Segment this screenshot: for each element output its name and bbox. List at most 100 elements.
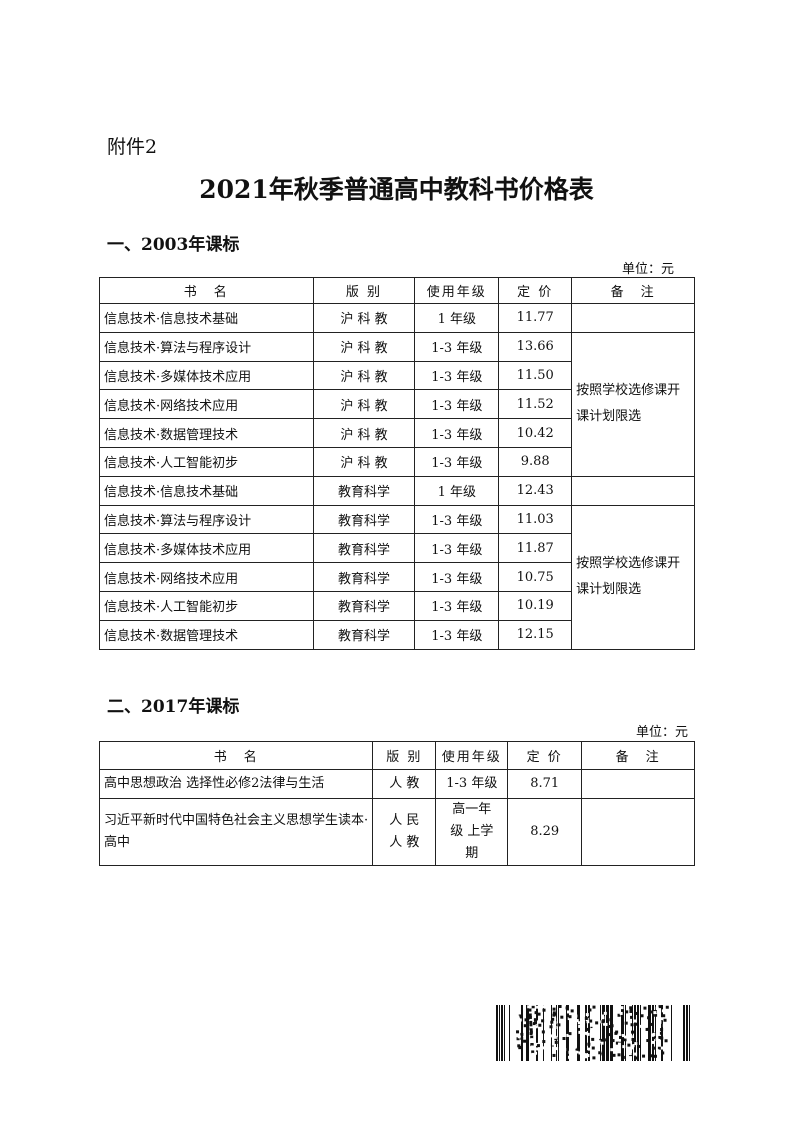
barcode-dot [591,1046,595,1050]
barcode-dot [577,1021,581,1025]
barcode-dot [635,1011,639,1015]
cell-price: 11.87 [498,533,573,564]
barcode-bar [655,1005,656,1061]
barcode-bar [602,1005,605,1061]
table-row: 信息技术·人工智能初步 教育科学 1-3 年级 10.19 [99,590,695,621]
barcode-dot [617,1013,621,1017]
barcode-dot [517,1035,521,1039]
barcode-dot [531,1052,535,1056]
barcode-dot [533,1018,537,1022]
barcode-dot [554,1040,558,1044]
barcode-dot [524,1018,528,1022]
barcode-dot [566,1033,570,1037]
header-grade: 使用年级 [414,277,500,304]
barcode-dot [590,1052,594,1056]
barcode-dot [536,1047,540,1051]
barcode-dot [585,1050,589,1054]
barcode-dot [586,1027,590,1031]
barcode-dot [651,1010,655,1014]
barcode-dot [523,1024,527,1028]
barcode-bar [501,1005,503,1061]
barcode-dot [642,1054,646,1058]
barcode-dot [529,1030,533,1034]
cell-price: 11.50 [498,360,573,391]
barcode-dot [517,1026,521,1030]
barcode-dot [551,1017,555,1021]
barcode-dot [565,1006,569,1010]
barcode-bar [686,1005,688,1061]
barcode-dot [560,1015,564,1019]
cell-edition: 沪 科 教 [312,331,416,362]
barcode-bar [625,1005,626,1061]
barcode-dot [655,1006,659,1010]
cell-grade: 1-3 年级 [414,389,500,420]
barcode-dot [541,1046,545,1050]
barcode-dot [610,1024,614,1028]
cell-grade: 1-3 年级 [414,533,500,564]
barcode-dot [637,1044,641,1048]
barcode-dot [664,1039,668,1043]
barcode-bar [671,1005,672,1061]
table-row: 信息技术·算法与程序设计沪 科 教 1-3 年级 13.66 按照学校选修课开课计划限… [99,331,695,477]
barcode-dot [592,1009,596,1013]
cell-edition: 教育科学 [312,562,416,592]
cell-grade: 1 年级 [414,475,500,506]
barcode-dot [553,1035,557,1039]
barcode-dot [602,1038,606,1042]
cell-book-name: 信息技术·网络技术应用 [99,389,314,420]
cell-book-name: 信息技术·数据管理技术 [99,619,314,650]
barcode-dot [585,1013,589,1017]
barcode-dot [629,1009,633,1013]
barcode-dot [649,1054,653,1058]
barcode-dot [658,1020,662,1024]
barcode-bar [536,1005,538,1061]
cell-book-name: 信息技术·数据管理技术 [99,418,314,448]
barcode-dot [626,1022,630,1026]
barcode-dot [529,1028,533,1032]
section2-heading: 二、2017年课标 [107,697,240,717]
barcode-dot [598,1051,602,1055]
table-row: 信息技术·信息技术基础 教育科学 1 年级 12.43 [99,475,695,506]
barcode-dot [622,1045,626,1049]
cell-book-name: 信息技术·多媒体技术应用 [99,533,314,564]
document-title: 2021年秋季普通高中教科书价格表 [199,175,594,204]
barcode-dot [617,1019,621,1023]
barcode-bar [606,1005,609,1061]
cell-book-name: 信息技术·信息技术基础 [99,475,314,506]
cell-edition: 教育科学 [312,504,416,535]
cell-price: 9.88 [498,446,573,477]
barcode-dot [584,1055,588,1059]
barcode-dot [630,1046,634,1050]
barcode-dot [657,1046,661,1050]
barcode-dot [627,1028,631,1032]
barcode-dot [652,1036,656,1040]
cell-price: 13.66 [498,331,573,362]
cell-remark [581,769,695,799]
barcode-dot [520,1032,524,1036]
barcode-dot [612,1053,616,1057]
section2-unit: 单位：元 [636,725,689,740]
table-row: 信息技术·多媒体技术应用 教育科学 1-3 年级 11.87 [99,533,695,564]
barcode-dot [660,1027,664,1031]
barcode-dot [569,1025,573,1029]
barcode-dot [586,1054,590,1058]
barcode-dot [595,1032,599,1036]
barcode-dot [592,1005,596,1009]
header-grade: 使用年级 [435,741,509,770]
cell-book-name: 信息技术·人工智能初步 [99,446,314,477]
header-price: 定 价 [498,277,573,304]
barcode-dot [616,1023,620,1027]
barcode-dot [541,1005,545,1009]
barcode-dot [528,1013,532,1017]
cell-price: 12.43 [498,475,573,506]
barcode-dot [624,1021,628,1025]
barcode-dot [662,1024,666,1028]
barcode-dot [628,1045,632,1049]
barcode-dot [616,1054,620,1058]
barcode-dot [586,1032,590,1036]
cell-grade: 1-3 年级 [414,619,500,650]
table-row: 信息技术·网络技术应用沪 科 教 1-3 年级 11.52 [99,389,695,420]
cell-remark [581,798,695,866]
section1-unit: 单位：元 [622,262,675,277]
